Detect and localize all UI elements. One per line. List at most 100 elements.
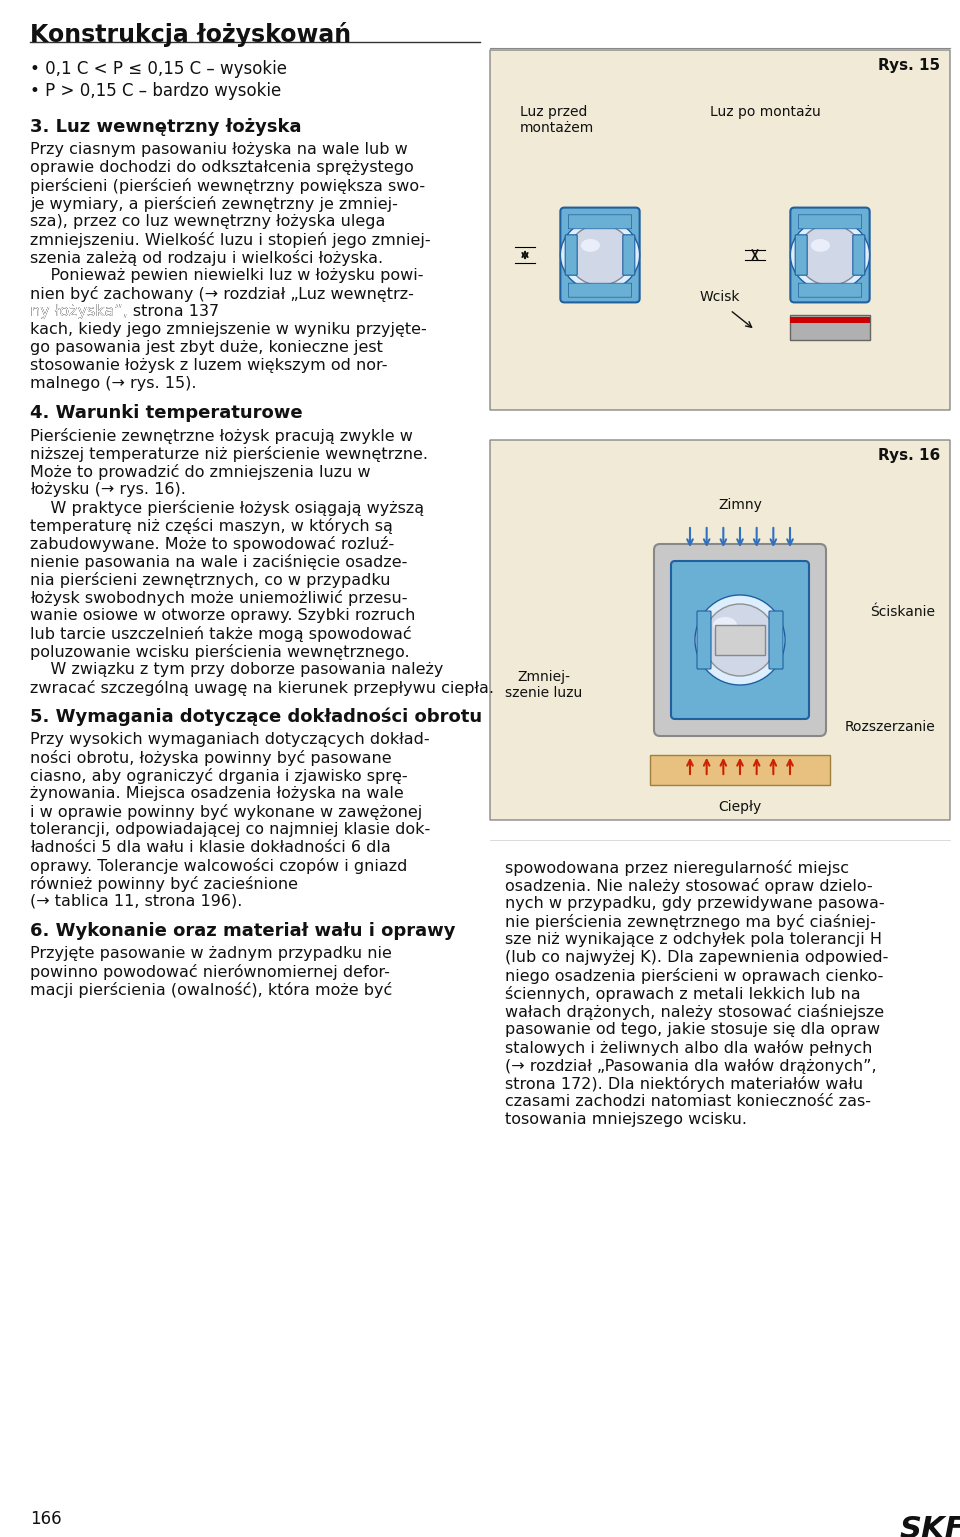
Ellipse shape bbox=[695, 595, 785, 686]
Text: Przyjęte pasowanie w żadnym przypadku nie: Przyjęte pasowanie w żadnym przypadku ni… bbox=[30, 945, 392, 961]
Text: spowodowana przez nieregularność miejsc: spowodowana przez nieregularność miejsc bbox=[505, 861, 849, 876]
Text: 166: 166 bbox=[30, 1509, 61, 1528]
Text: również powinny być zacieśnione: również powinny być zacieśnione bbox=[30, 876, 298, 891]
Ellipse shape bbox=[581, 238, 600, 252]
Text: W związku z tym przy doborze pasowania należy: W związku z tym przy doborze pasowania n… bbox=[30, 662, 444, 676]
FancyBboxPatch shape bbox=[671, 561, 809, 719]
Text: • 0,1 C < P ≤ 0,15 C – wysokie: • 0,1 C < P ≤ 0,15 C – wysokie bbox=[30, 60, 287, 78]
Ellipse shape bbox=[561, 218, 639, 290]
Text: i w oprawie powinny być wykonane w zawężonej: i w oprawie powinny być wykonane w zawęż… bbox=[30, 804, 422, 821]
Text: sze niż wynikające z odchyłek pola tolerancji H: sze niż wynikające z odchyłek pola toler… bbox=[505, 931, 882, 947]
Text: nych w przypadku, gdy przewidywane pasowa-: nych w przypadku, gdy przewidywane pasow… bbox=[505, 896, 884, 911]
Ellipse shape bbox=[790, 218, 870, 290]
Text: sza), przez co luz wewnętrzny łożyska ulega: sza), przez co luz wewnętrzny łożyska ul… bbox=[30, 214, 385, 229]
Text: Rozszerzanie: Rozszerzanie bbox=[844, 719, 935, 735]
Text: wanie osiowe w otworze oprawy. Szybki rozruch: wanie osiowe w otworze oprawy. Szybki ro… bbox=[30, 609, 416, 622]
Bar bbox=[790, 315, 870, 340]
Text: łożysk swobodnych może uniemożliwić przesu-: łożysk swobodnych może uniemożliwić prze… bbox=[30, 590, 407, 606]
Ellipse shape bbox=[704, 604, 776, 676]
Text: go pasowania jest zbyt duże, konieczne jest: go pasowania jest zbyt duże, konieczne j… bbox=[30, 340, 383, 355]
Text: pasowanie od tego, jakie stosuje się dla opraw: pasowanie od tego, jakie stosuje się dla… bbox=[505, 1022, 880, 1037]
Text: niego osadzenia pierścieni w oprawach cienko-: niego osadzenia pierścieni w oprawach ci… bbox=[505, 968, 883, 984]
Text: (→ tablica 11, strona 196).: (→ tablica 11, strona 196). bbox=[30, 895, 242, 908]
Text: Konstrukcja łożyskowań: Konstrukcja łożyskowań bbox=[30, 22, 351, 48]
Text: ładności 5 dla wału i klasie dokładności 6 dla: ładności 5 dla wału i klasie dokładności… bbox=[30, 841, 391, 855]
Text: ny łożyska”, strona 137: ny łożyska”, strona 137 bbox=[30, 304, 219, 320]
Text: lub tarcie uszczelnień także mogą spowodować: lub tarcie uszczelnień także mogą spowod… bbox=[30, 626, 412, 642]
FancyBboxPatch shape bbox=[561, 207, 639, 303]
FancyBboxPatch shape bbox=[623, 235, 635, 275]
Text: Może to prowadzić do zmniejszenia luzu w: Może to prowadzić do zmniejszenia luzu w bbox=[30, 464, 371, 480]
Text: Rys. 16: Rys. 16 bbox=[877, 447, 940, 463]
Text: 5. Wymagania dotyczące dokładności obrotu: 5. Wymagania dotyczące dokładności obrot… bbox=[30, 709, 482, 727]
Text: nien być zachowany (→ rozdział „Luz wewnętrz-: nien być zachowany (→ rozdział „Luz wewn… bbox=[30, 286, 414, 301]
Text: zmniejszeniu. Wielkość luzu i stopień jego zmniej-: zmniejszeniu. Wielkość luzu i stopień je… bbox=[30, 232, 431, 247]
Text: Pierścienie zewnętrzne łożysk pracują zwykle w: Pierścienie zewnętrzne łożysk pracują zw… bbox=[30, 427, 413, 444]
Text: macji pierścienia (owalność), która może być: macji pierścienia (owalność), która może… bbox=[30, 982, 393, 998]
Text: Luz przed
montażem: Luz przed montażem bbox=[520, 105, 594, 135]
Text: ności obrotu, łożyska powinny być pasowane: ności obrotu, łożyska powinny być pasowa… bbox=[30, 750, 392, 765]
Bar bbox=[650, 755, 830, 785]
Text: kach, kiedy jego zmniejszenie w wyniku przyjęte-: kach, kiedy jego zmniejszenie w wyniku p… bbox=[30, 321, 427, 337]
Text: (→ rozdział „Pasowania dla wałów drążonych”,: (→ rozdział „Pasowania dla wałów drążony… bbox=[505, 1057, 876, 1074]
Text: oprawy. Tolerancje walcowości czopów i gniazd: oprawy. Tolerancje walcowości czopów i g… bbox=[30, 858, 407, 875]
Text: stosowanie łożysk z luzem większym od nor-: stosowanie łożysk z luzem większym od no… bbox=[30, 358, 388, 373]
FancyBboxPatch shape bbox=[568, 215, 632, 229]
Text: SKF: SKF bbox=[900, 1515, 960, 1537]
FancyBboxPatch shape bbox=[769, 612, 783, 669]
Text: wałach drążonych, należy stosować ciaśniejsze: wałach drążonych, należy stosować ciaśni… bbox=[505, 1004, 884, 1021]
Text: Ściskanie: Ściskanie bbox=[870, 606, 935, 619]
Text: nia pierścieni zewnętrznych, co w przypadku: nia pierścieni zewnętrznych, co w przypa… bbox=[30, 572, 391, 589]
FancyBboxPatch shape bbox=[799, 283, 862, 297]
Text: nienie pasowania na wale i zaciśnięcie osadze-: nienie pasowania na wale i zaciśnięcie o… bbox=[30, 553, 407, 570]
Text: stalowych i żeliwnych albo dla wałów pełnych: stalowych i żeliwnych albo dla wałów peł… bbox=[505, 1041, 873, 1056]
Text: Przy ciasnym pasowaniu łożyska na wale lub w: Przy ciasnym pasowaniu łożyska na wale l… bbox=[30, 141, 408, 157]
Bar bbox=[790, 317, 870, 323]
Ellipse shape bbox=[798, 224, 862, 286]
Text: osadzenia. Nie należy stosować opraw dzielo-: osadzenia. Nie należy stosować opraw dzi… bbox=[505, 878, 873, 895]
Text: 6. Wykonanie oraz materiał wału i oprawy: 6. Wykonanie oraz materiał wału i oprawy bbox=[30, 922, 455, 941]
FancyBboxPatch shape bbox=[697, 612, 711, 669]
Text: Wcisk: Wcisk bbox=[700, 290, 740, 304]
Text: pierścieni (pierścień wewnętrzny powiększa swo-: pierścieni (pierścień wewnętrzny powięks… bbox=[30, 178, 425, 194]
Text: • P > 0,15 C – bardzo wysokie: • P > 0,15 C – bardzo wysokie bbox=[30, 81, 281, 100]
Text: Przy wysokich wymaganiach dotyczących dokład-: Przy wysokich wymaganiach dotyczących do… bbox=[30, 732, 430, 747]
Text: tosowania mniejszego wcisku.: tosowania mniejszego wcisku. bbox=[505, 1111, 747, 1127]
Text: szenia zależą od rodzaju i wielkości łożyska.: szenia zależą od rodzaju i wielkości łoż… bbox=[30, 251, 383, 266]
FancyBboxPatch shape bbox=[565, 235, 577, 275]
Text: nie pierścienia zewnętrznego ma być ciaśniej-: nie pierścienia zewnętrznego ma być ciaś… bbox=[505, 915, 876, 930]
FancyBboxPatch shape bbox=[790, 207, 870, 303]
Text: ny łożyska”,: ny łożyska”, bbox=[30, 304, 132, 320]
Text: ciasno, aby ograniczyć drgania i zjawisko sprę-: ciasno, aby ograniczyć drgania i zjawisk… bbox=[30, 768, 408, 784]
Text: Rys. 15: Rys. 15 bbox=[877, 58, 940, 72]
Text: niższej temperaturze niż pierścienie wewnętrzne.: niższej temperaturze niż pierścienie wew… bbox=[30, 446, 428, 463]
Text: Zmniej-
szenie luzu: Zmniej- szenie luzu bbox=[505, 670, 583, 701]
FancyBboxPatch shape bbox=[490, 51, 950, 410]
Text: (lub co najwyżej K). Dla zapewnienia odpowied-: (lub co najwyżej K). Dla zapewnienia odp… bbox=[505, 950, 888, 965]
Text: 4. Warunki temperaturowe: 4. Warunki temperaturowe bbox=[30, 404, 302, 423]
Bar bbox=[715, 626, 765, 655]
Ellipse shape bbox=[568, 224, 632, 286]
Text: ny łożyska”,: ny łożyska”, bbox=[30, 304, 132, 320]
Text: oprawie dochodzi do odkształcenia sprężystego: oprawie dochodzi do odkształcenia spręży… bbox=[30, 160, 414, 175]
Text: powinno powodować nierównomiernej defor-: powinno powodować nierównomiernej defor- bbox=[30, 964, 390, 981]
Ellipse shape bbox=[811, 238, 830, 252]
Text: Ciepły: Ciepły bbox=[718, 799, 761, 815]
Text: Zimny: Zimny bbox=[718, 498, 762, 512]
Text: 3. Luz wewnętrzny łożyska: 3. Luz wewnętrzny łożyska bbox=[30, 118, 301, 135]
Text: poluzowanie wcisku pierścienia wewnętrznego.: poluzowanie wcisku pierścienia wewnętrzn… bbox=[30, 644, 410, 659]
Text: malnego (→ rys. 15).: malnego (→ rys. 15). bbox=[30, 377, 197, 390]
FancyBboxPatch shape bbox=[568, 283, 632, 297]
Text: czasami zachodzi natomiast konieczność zas-: czasami zachodzi natomiast konieczność z… bbox=[505, 1094, 871, 1110]
Text: zwracać szczególną uwagę na kierunek przepływu ciepła.: zwracać szczególną uwagę na kierunek prz… bbox=[30, 679, 494, 696]
Text: zabudowywane. Może to spowodować rozluź-: zabudowywane. Może to spowodować rozluź- bbox=[30, 536, 395, 552]
FancyBboxPatch shape bbox=[799, 215, 862, 229]
Text: W praktyce pierścienie łożysk osiągają wyższą: W praktyce pierścienie łożysk osiągają w… bbox=[30, 500, 424, 516]
Text: żynowania. Miejsca osadzenia łożyska na wale: żynowania. Miejsca osadzenia łożyska na … bbox=[30, 785, 404, 801]
Text: temperaturę niż części maszyn, w których są: temperaturę niż części maszyn, w których… bbox=[30, 518, 393, 533]
FancyBboxPatch shape bbox=[795, 235, 807, 275]
Text: je wymiary, a pierścień zewnętrzny je zmniej-: je wymiary, a pierścień zewnętrzny je zm… bbox=[30, 197, 397, 212]
FancyBboxPatch shape bbox=[490, 440, 950, 821]
Text: strona 172). Dla niektórych materiałów wału: strona 172). Dla niektórych materiałów w… bbox=[505, 1076, 863, 1091]
FancyBboxPatch shape bbox=[852, 235, 865, 275]
